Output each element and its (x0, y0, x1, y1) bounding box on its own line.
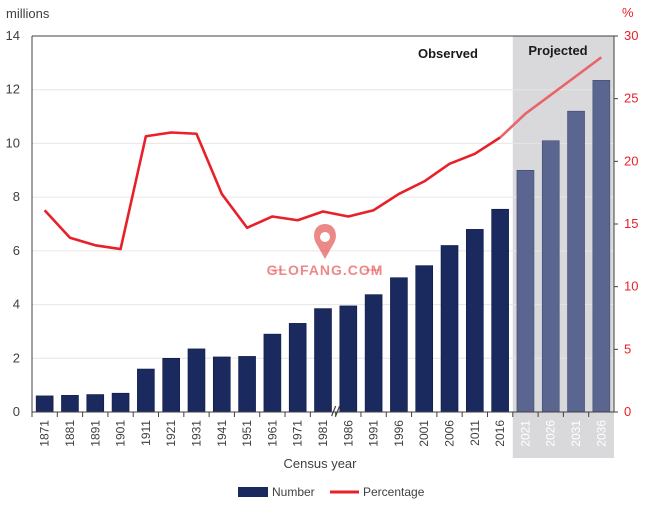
right-tick-label: 30 (624, 28, 638, 43)
watermark-text: GLOFANG.COM (267, 262, 384, 278)
bar-1921 (162, 357, 180, 413)
bar-1881 (61, 395, 79, 413)
axes: 0 2 4 6 8 10 12 14 0 5 10 15 20 25 30 1871 1881 1891 1901 1… (6, 28, 639, 447)
bar-1871 (35, 395, 54, 413)
left-tick-label: 10 (6, 135, 20, 150)
bar-2026 (541, 140, 560, 413)
x-tick-label-1881: 1881 (63, 420, 77, 447)
bar-1996 (390, 277, 408, 413)
right-tick-label: 10 (624, 279, 638, 294)
left-tick-label: 8 (13, 189, 20, 204)
x-tick-label-1986: 1986 (341, 420, 355, 447)
right-tick-label: 15 (624, 216, 638, 231)
legend-label-percentage: Percentage (363, 485, 425, 499)
left-tick-label: 12 (6, 82, 20, 97)
percentage-line-observed (43, 131, 501, 251)
left-axis-unit-label: millions (6, 6, 50, 21)
right-tick-label: 0 (624, 404, 631, 419)
bar-1971 (288, 323, 307, 413)
line-series-percentage (43, 56, 603, 251)
bar-1941 (212, 356, 231, 413)
legend-swatch-number (238, 487, 268, 497)
x-tick-label-1961: 1961 (265, 420, 279, 447)
bar-1961 (263, 333, 282, 413)
legend-label-number: Number (272, 485, 315, 499)
bar-2006 (440, 245, 459, 413)
percentage-line-projected (499, 56, 603, 139)
left-tick-label: 4 (13, 297, 20, 312)
bar-1901 (111, 392, 130, 413)
x-tick-label-1951: 1951 (240, 420, 254, 447)
bar-1951 (238, 356, 256, 413)
bar-1891 (86, 394, 105, 413)
bar-2016 (491, 208, 509, 413)
bar-series-number (35, 80, 611, 413)
bar-1986 (339, 305, 358, 413)
axis-break-mark (331, 405, 337, 417)
right-tick-label: 25 (624, 91, 638, 106)
x-tick-label-2031: 2031 (569, 420, 583, 447)
location-pin-logo (314, 224, 336, 259)
bar-1931 (187, 348, 206, 413)
bar-1911 (137, 368, 155, 413)
bar-1991 (364, 294, 383, 413)
x-tick-label-2016: 2016 (493, 420, 507, 447)
x-tick-label-1921: 1921 (164, 420, 178, 447)
x-tick-label-2011: 2011 (468, 420, 482, 446)
x-tick-label-1891: 1891 (88, 420, 102, 447)
bar-2031 (567, 110, 585, 413)
bar-2001 (415, 265, 434, 413)
right-tick-label: 5 (624, 341, 631, 356)
x-tick-label-2001: 2001 (417, 420, 431, 447)
x-tick-label-1941: 1941 (215, 420, 229, 447)
annotation-observed: Observed (418, 46, 478, 61)
x-tick-label-1996: 1996 (392, 420, 406, 447)
x-tick-label-1931: 1931 (189, 420, 203, 447)
x-tick-label-2006: 2006 (443, 420, 457, 447)
x-tick-label-1901: 1901 (114, 420, 128, 447)
bar-1981 (314, 308, 332, 413)
annotations: Observed Projected (418, 43, 588, 61)
right-axis-unit-label: % (622, 5, 634, 20)
annotation-projected: Projected (528, 43, 587, 58)
x-tick-label-2021: 2021 (518, 420, 532, 447)
x-axis-title: Census year (284, 456, 358, 471)
x-tick-label-2026: 2026 (544, 420, 558, 447)
bar-2021 (516, 169, 535, 413)
left-tick-label: 2 (13, 350, 20, 365)
x-tick-label-1981: 1981 (316, 420, 330, 447)
watermark: GLOFANG.COM (267, 224, 384, 278)
left-tick-label: 14 (6, 28, 20, 43)
right-tick-label: 20 (624, 153, 638, 168)
bar-2011 (466, 229, 484, 413)
x-tick-label-1911: 1911 (139, 420, 153, 446)
x-tick-label-1971: 1971 (291, 420, 305, 447)
axis-break-mark (335, 405, 341, 417)
left-tick-label: 0 (13, 404, 20, 419)
x-tick-label-1871: 1871 (38, 420, 52, 447)
x-tick-label-1991: 1991 (367, 420, 381, 447)
left-tick-label: 6 (13, 243, 20, 258)
bar-2036 (592, 80, 611, 413)
x-tick-label-2036: 2036 (594, 420, 608, 447)
legend: Number Percentage (238, 485, 425, 499)
